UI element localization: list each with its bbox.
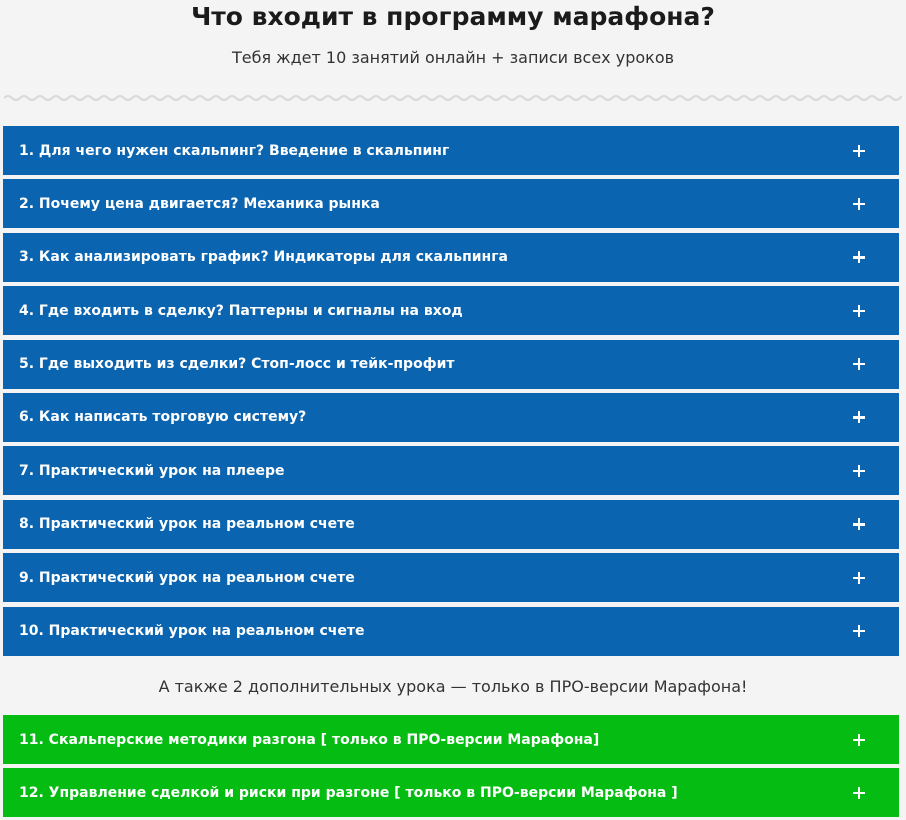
wavy-divider [4, 92, 902, 104]
plus-icon[interactable] [853, 304, 865, 317]
lesson-item-5[interactable]: 5. Где выходить из сделки? Стоп-лосс и т… [3, 339, 899, 389]
pro-lesson-item-12[interactable]: 12. Управление сделкой и риски при разго… [3, 768, 899, 818]
plus-icon[interactable] [853, 144, 865, 157]
lesson-label: 11. Скальперские методики разгона [ толь… [19, 731, 600, 748]
lesson-label: 1. Для чего нужен скальпинг? Введение в … [19, 142, 450, 159]
pro-lesson-item-11[interactable]: 11. Скальперские методики разгона [ толь… [3, 715, 899, 764]
lesson-label: 9. Практический урок на реальном счете [19, 569, 355, 586]
plus-icon[interactable] [853, 197, 865, 210]
lesson-item-9[interactable]: 9. Практический урок на реальном счете [3, 553, 899, 603]
lesson-label: 2. Почему цена двигается? Механика рынка [19, 195, 380, 212]
plus-icon[interactable] [853, 411, 865, 424]
lesson-label: 7. Практический урок на плеере [19, 462, 285, 479]
lesson-label: 12. Управление сделкой и риски при разго… [19, 784, 678, 801]
plus-icon[interactable] [853, 358, 865, 371]
lesson-label: 8. Практический урок на реальном счете [19, 516, 355, 533]
section-title: Что входит в программу марафона? [191, 2, 715, 31]
lesson-label: 4. Где входить в сделку? Паттерны и сигн… [19, 302, 463, 319]
lesson-item-4[interactable]: 4. Где входить в сделку? Паттерны и сигн… [3, 286, 899, 336]
pro-version-note: А также 2 дополнительных урока — только … [158, 677, 748, 696]
pro-lesson-list: 11. Скальперские методики разгона [ толь… [3, 715, 899, 820]
plus-icon[interactable] [853, 251, 865, 264]
lesson-label: 6. Как написать торговую систему? [19, 409, 307, 426]
lesson-item-6[interactable]: 6. Как написать торговую систему? [3, 392, 899, 442]
plus-icon[interactable] [853, 571, 865, 584]
plus-icon[interactable] [853, 625, 865, 638]
plus-icon[interactable] [853, 518, 865, 531]
lesson-label: 3. Как анализировать график? Индикаторы … [19, 249, 508, 266]
lesson-item-7[interactable]: 7. Практический урок на плеере [3, 446, 899, 496]
plus-icon[interactable] [853, 464, 865, 477]
lesson-label: 10. Практический урок на реальном счете [19, 623, 365, 640]
plus-icon[interactable] [853, 786, 865, 799]
section-subtitle: Тебя ждет 10 занятий онлайн + записи все… [231, 48, 675, 67]
lesson-item-2[interactable]: 2. Почему цена двигается? Механика рынка [3, 179, 899, 229]
lesson-item-1[interactable]: 1. Для чего нужен скальпинг? Введение в … [3, 126, 899, 175]
lesson-list: 1. Для чего нужен скальпинг? Введение в … [3, 126, 899, 660]
lesson-label: 5. Где выходить из сделки? Стоп-лосс и т… [19, 356, 455, 373]
lesson-item-10[interactable]: 10. Практический урок на реальном счете [3, 606, 899, 656]
lesson-item-8[interactable]: 8. Практический урок на реальном счете [3, 499, 899, 549]
plus-icon[interactable] [853, 733, 865, 746]
lesson-item-3[interactable]: 3. Как анализировать график? Индикаторы … [3, 232, 899, 282]
